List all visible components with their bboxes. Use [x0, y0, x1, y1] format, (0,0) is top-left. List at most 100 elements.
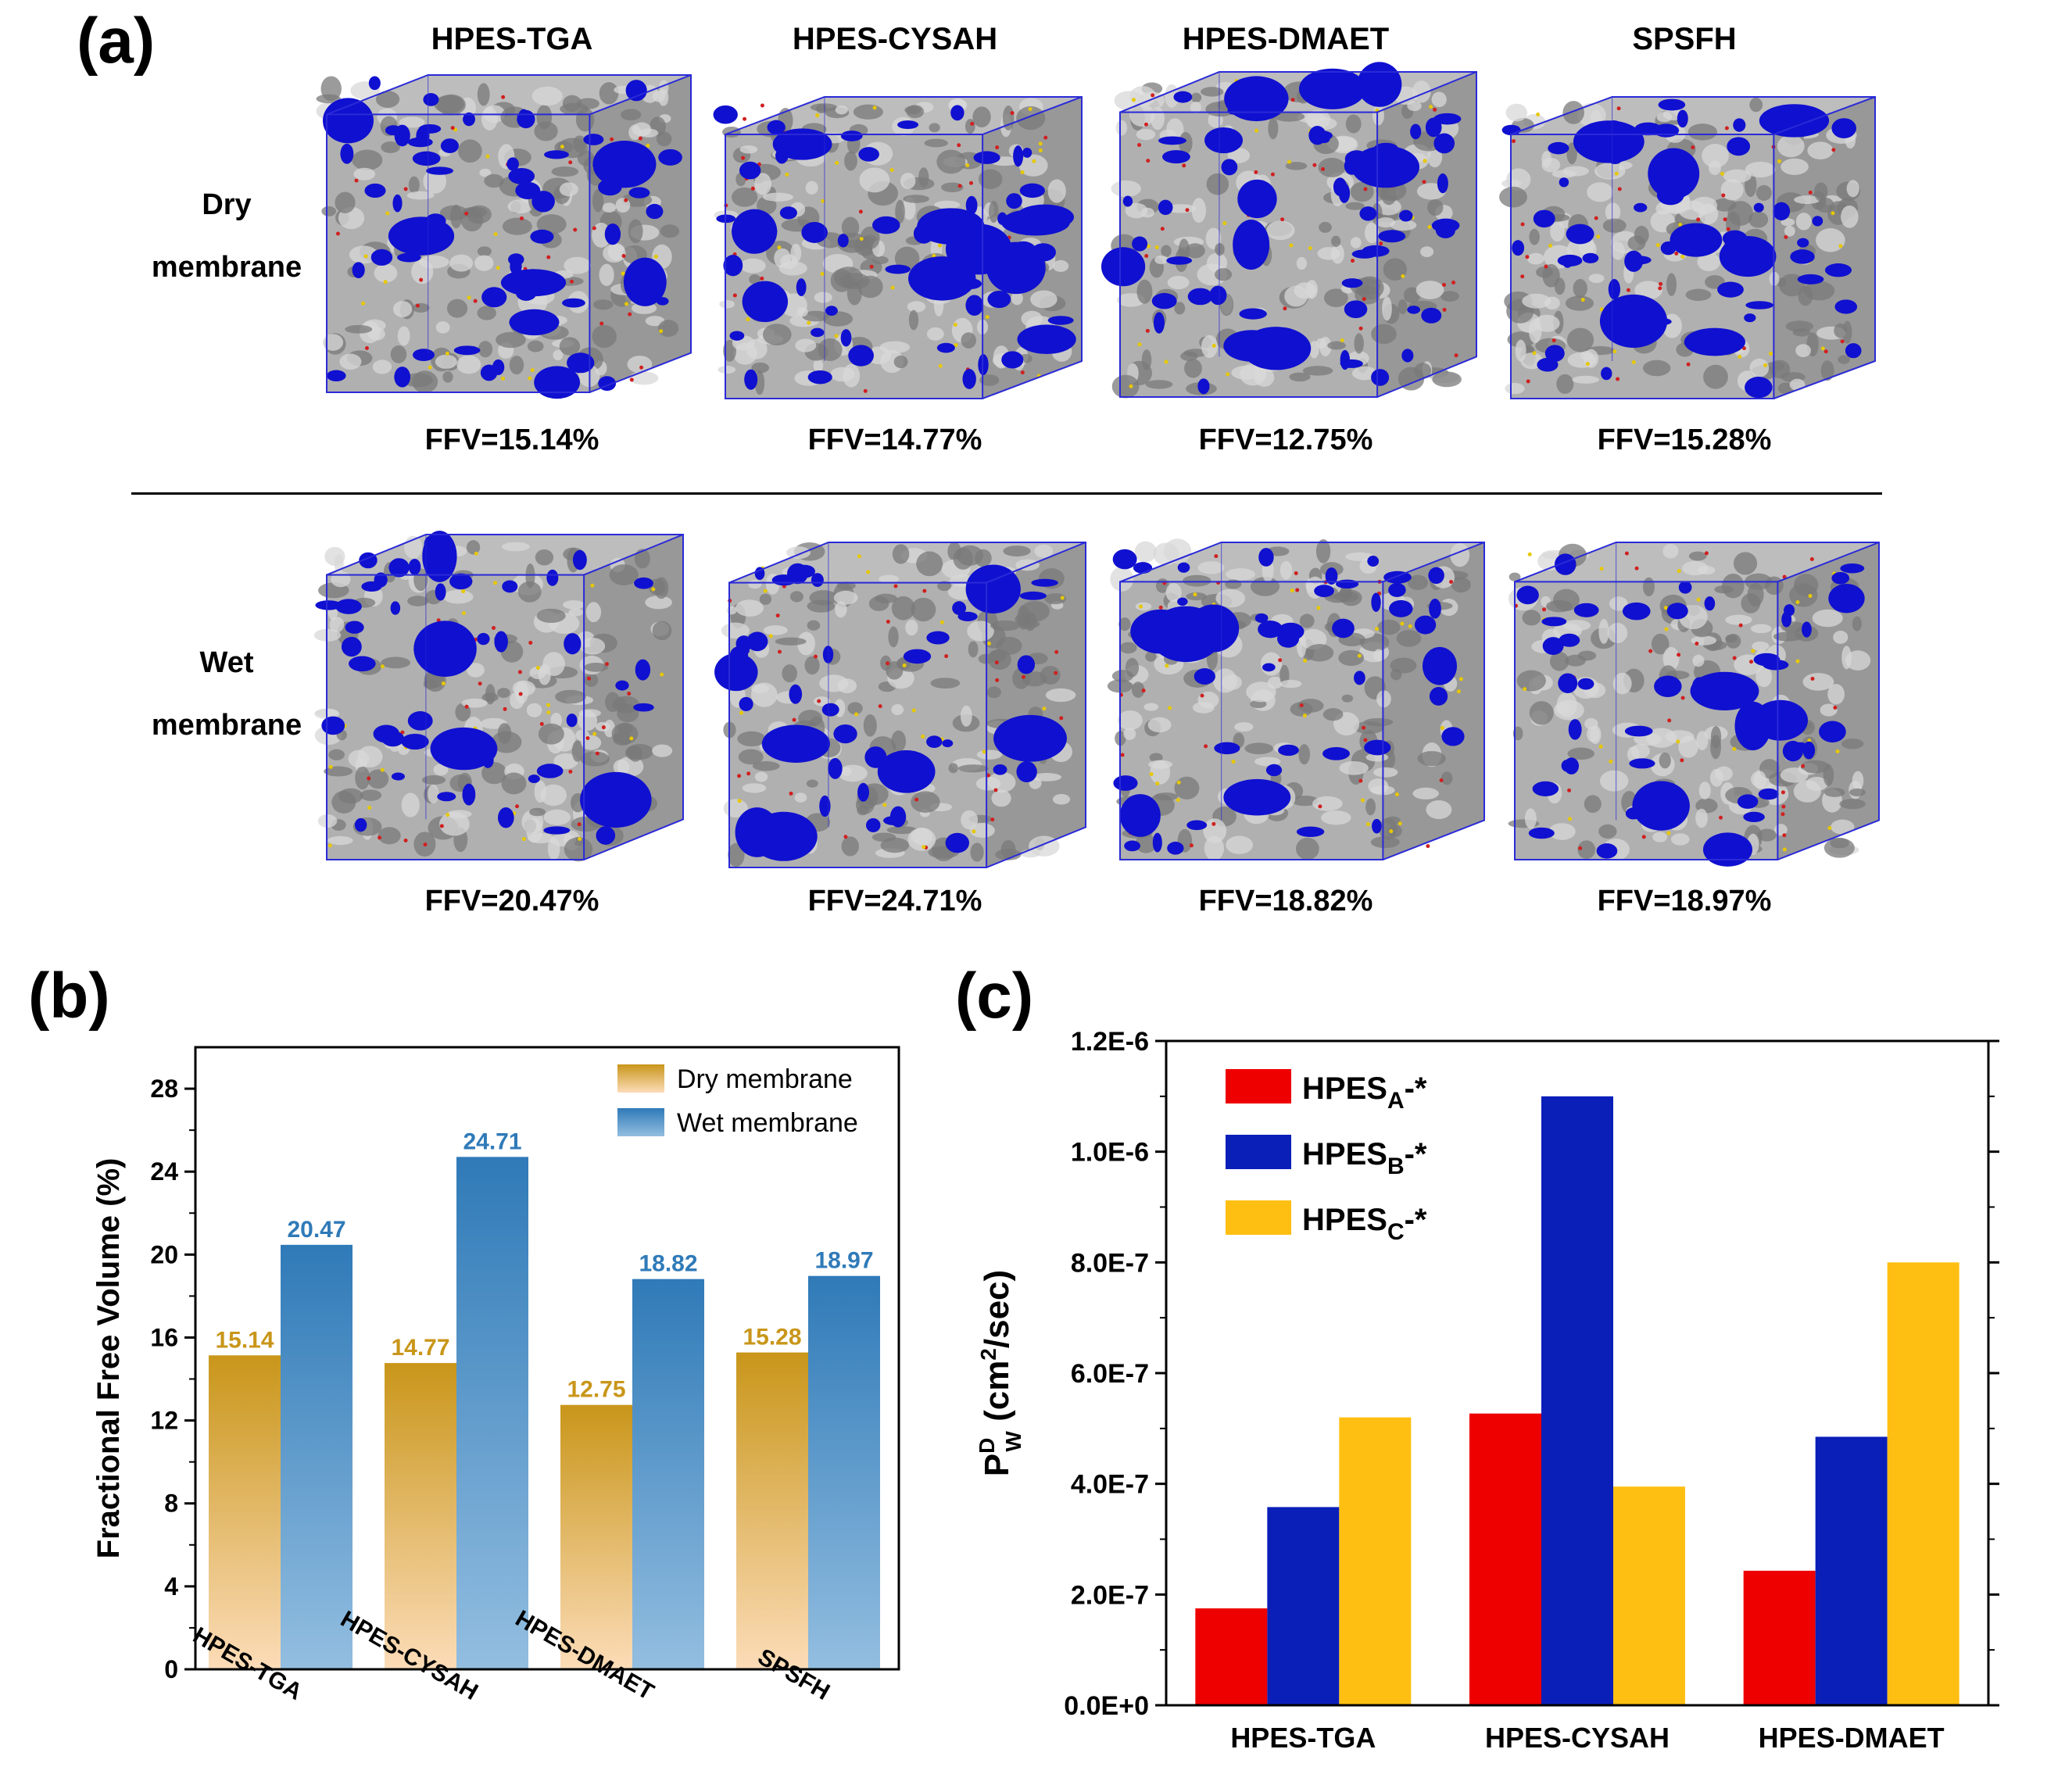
polymer-blob — [1373, 649, 1384, 662]
data-label: 18.97 — [814, 1248, 873, 1274]
polymer-blob — [1412, 80, 1431, 103]
atom-dot — [496, 266, 500, 270]
polymer-blob — [657, 320, 679, 338]
polymer-blob — [1115, 120, 1128, 136]
polymer-blob — [1643, 359, 1671, 377]
atom-dot — [1732, 746, 1737, 751]
atom-dot — [1659, 281, 1663, 286]
atom-dot — [1357, 653, 1362, 658]
legend-main: HPES — [1302, 1137, 1387, 1171]
cube-texture — [1508, 543, 1871, 867]
free-volume-blob — [1632, 781, 1690, 831]
polymer-blob — [1280, 679, 1302, 689]
polymer-blob — [816, 104, 828, 114]
free-volume-blob — [1311, 131, 1333, 141]
polymer-blob — [804, 656, 820, 675]
atom-dot — [1254, 170, 1258, 174]
atom-dot — [1401, 274, 1405, 278]
free-volume-blob — [1624, 725, 1653, 737]
legend-main: HPES — [1302, 1071, 1387, 1106]
atom-dot — [1721, 193, 1726, 198]
atom-dot — [1032, 159, 1036, 163]
atom-dot — [569, 279, 574, 284]
polymer-blob — [782, 664, 797, 683]
free-volume-blob — [837, 234, 849, 248]
legend-label: HPESB-* — [1302, 1137, 1427, 1179]
y-tick-label: 24 — [150, 1157, 178, 1186]
polymer-blob — [381, 141, 400, 153]
free-volume-blob — [407, 711, 433, 731]
polymer-blob — [1327, 341, 1346, 350]
polymer-blob — [1749, 358, 1770, 377]
free-volume-blob — [1030, 243, 1056, 262]
polymer-blob — [467, 663, 485, 678]
polymer-blob — [735, 599, 764, 617]
atom-dot — [1749, 660, 1754, 664]
free-volume-blob — [793, 564, 815, 578]
polymer-blob — [1426, 800, 1452, 820]
polymer-blob — [392, 301, 413, 317]
atom-dot — [1226, 372, 1230, 377]
atom-dot — [546, 710, 551, 715]
polymer-blob — [1003, 545, 1031, 557]
atom-dot — [403, 838, 408, 842]
atom-dot — [1433, 107, 1437, 112]
ffv-wet-dmaet: FFV=18.82% — [1198, 885, 1373, 917]
free-volume-blob — [1573, 603, 1599, 617]
free-volume-blob — [1013, 145, 1024, 167]
atom-dot — [651, 587, 656, 592]
polymer-blob — [478, 341, 493, 358]
polymer-blob — [1390, 220, 1417, 231]
atom-dot — [739, 710, 743, 715]
free-volume-blob — [625, 80, 647, 102]
free-volume-blob — [1831, 118, 1857, 138]
polymer-blob — [833, 590, 858, 605]
polymer-blob — [1542, 263, 1560, 288]
free-volume-blob — [1354, 671, 1365, 685]
polymer-blob — [911, 791, 940, 813]
atom-dot — [972, 829, 976, 834]
plot-frame — [194, 1046, 900, 1671]
atom-dot — [843, 835, 848, 839]
atom-dot — [520, 216, 524, 220]
polymer-blob — [989, 200, 999, 224]
polymer-blob — [442, 371, 453, 383]
atom-dot — [1663, 606, 1668, 610]
polymer-blob — [1450, 542, 1470, 567]
free-volume-blob — [1512, 240, 1525, 256]
polymer-blob — [1129, 103, 1155, 127]
free-volume-blob — [1582, 252, 1599, 263]
free-volume-blob — [1151, 292, 1177, 309]
atom-dot — [1290, 588, 1294, 593]
dry-cysah-cube-render — [713, 96, 1083, 399]
polymer-blob — [875, 593, 897, 603]
atom-dot — [1526, 379, 1530, 384]
free-volume-blob — [1812, 216, 1823, 227]
atom-dot — [1146, 159, 1151, 163]
atom-dot — [817, 699, 821, 703]
polymer-blob — [403, 373, 433, 388]
polymer-blob — [846, 281, 862, 306]
free-volume-blob — [1437, 173, 1448, 194]
free-volume-blob — [737, 646, 750, 655]
atom-dot — [886, 661, 890, 666]
polymer-blob — [1119, 642, 1137, 654]
polymer-blob — [929, 123, 940, 133]
polymer-blob — [1285, 162, 1308, 170]
polymer-blob — [908, 309, 919, 331]
polymer-blob — [442, 589, 474, 604]
polymer-blob — [752, 760, 780, 771]
polymer-blob — [1190, 92, 1202, 103]
polymer-blob — [957, 764, 990, 773]
atom-dot — [1139, 604, 1143, 609]
atom-dot — [1548, 243, 1553, 248]
atom-dot — [792, 717, 796, 722]
atom-dot — [1363, 187, 1368, 191]
polymer-blob — [968, 641, 979, 658]
free-volume-blob — [531, 191, 555, 213]
free-volume-blob — [572, 549, 587, 571]
free-volume-blob — [340, 143, 354, 164]
polymer-blob — [456, 355, 481, 374]
polymer-blob — [1852, 616, 1862, 631]
atom-dot — [385, 211, 390, 216]
